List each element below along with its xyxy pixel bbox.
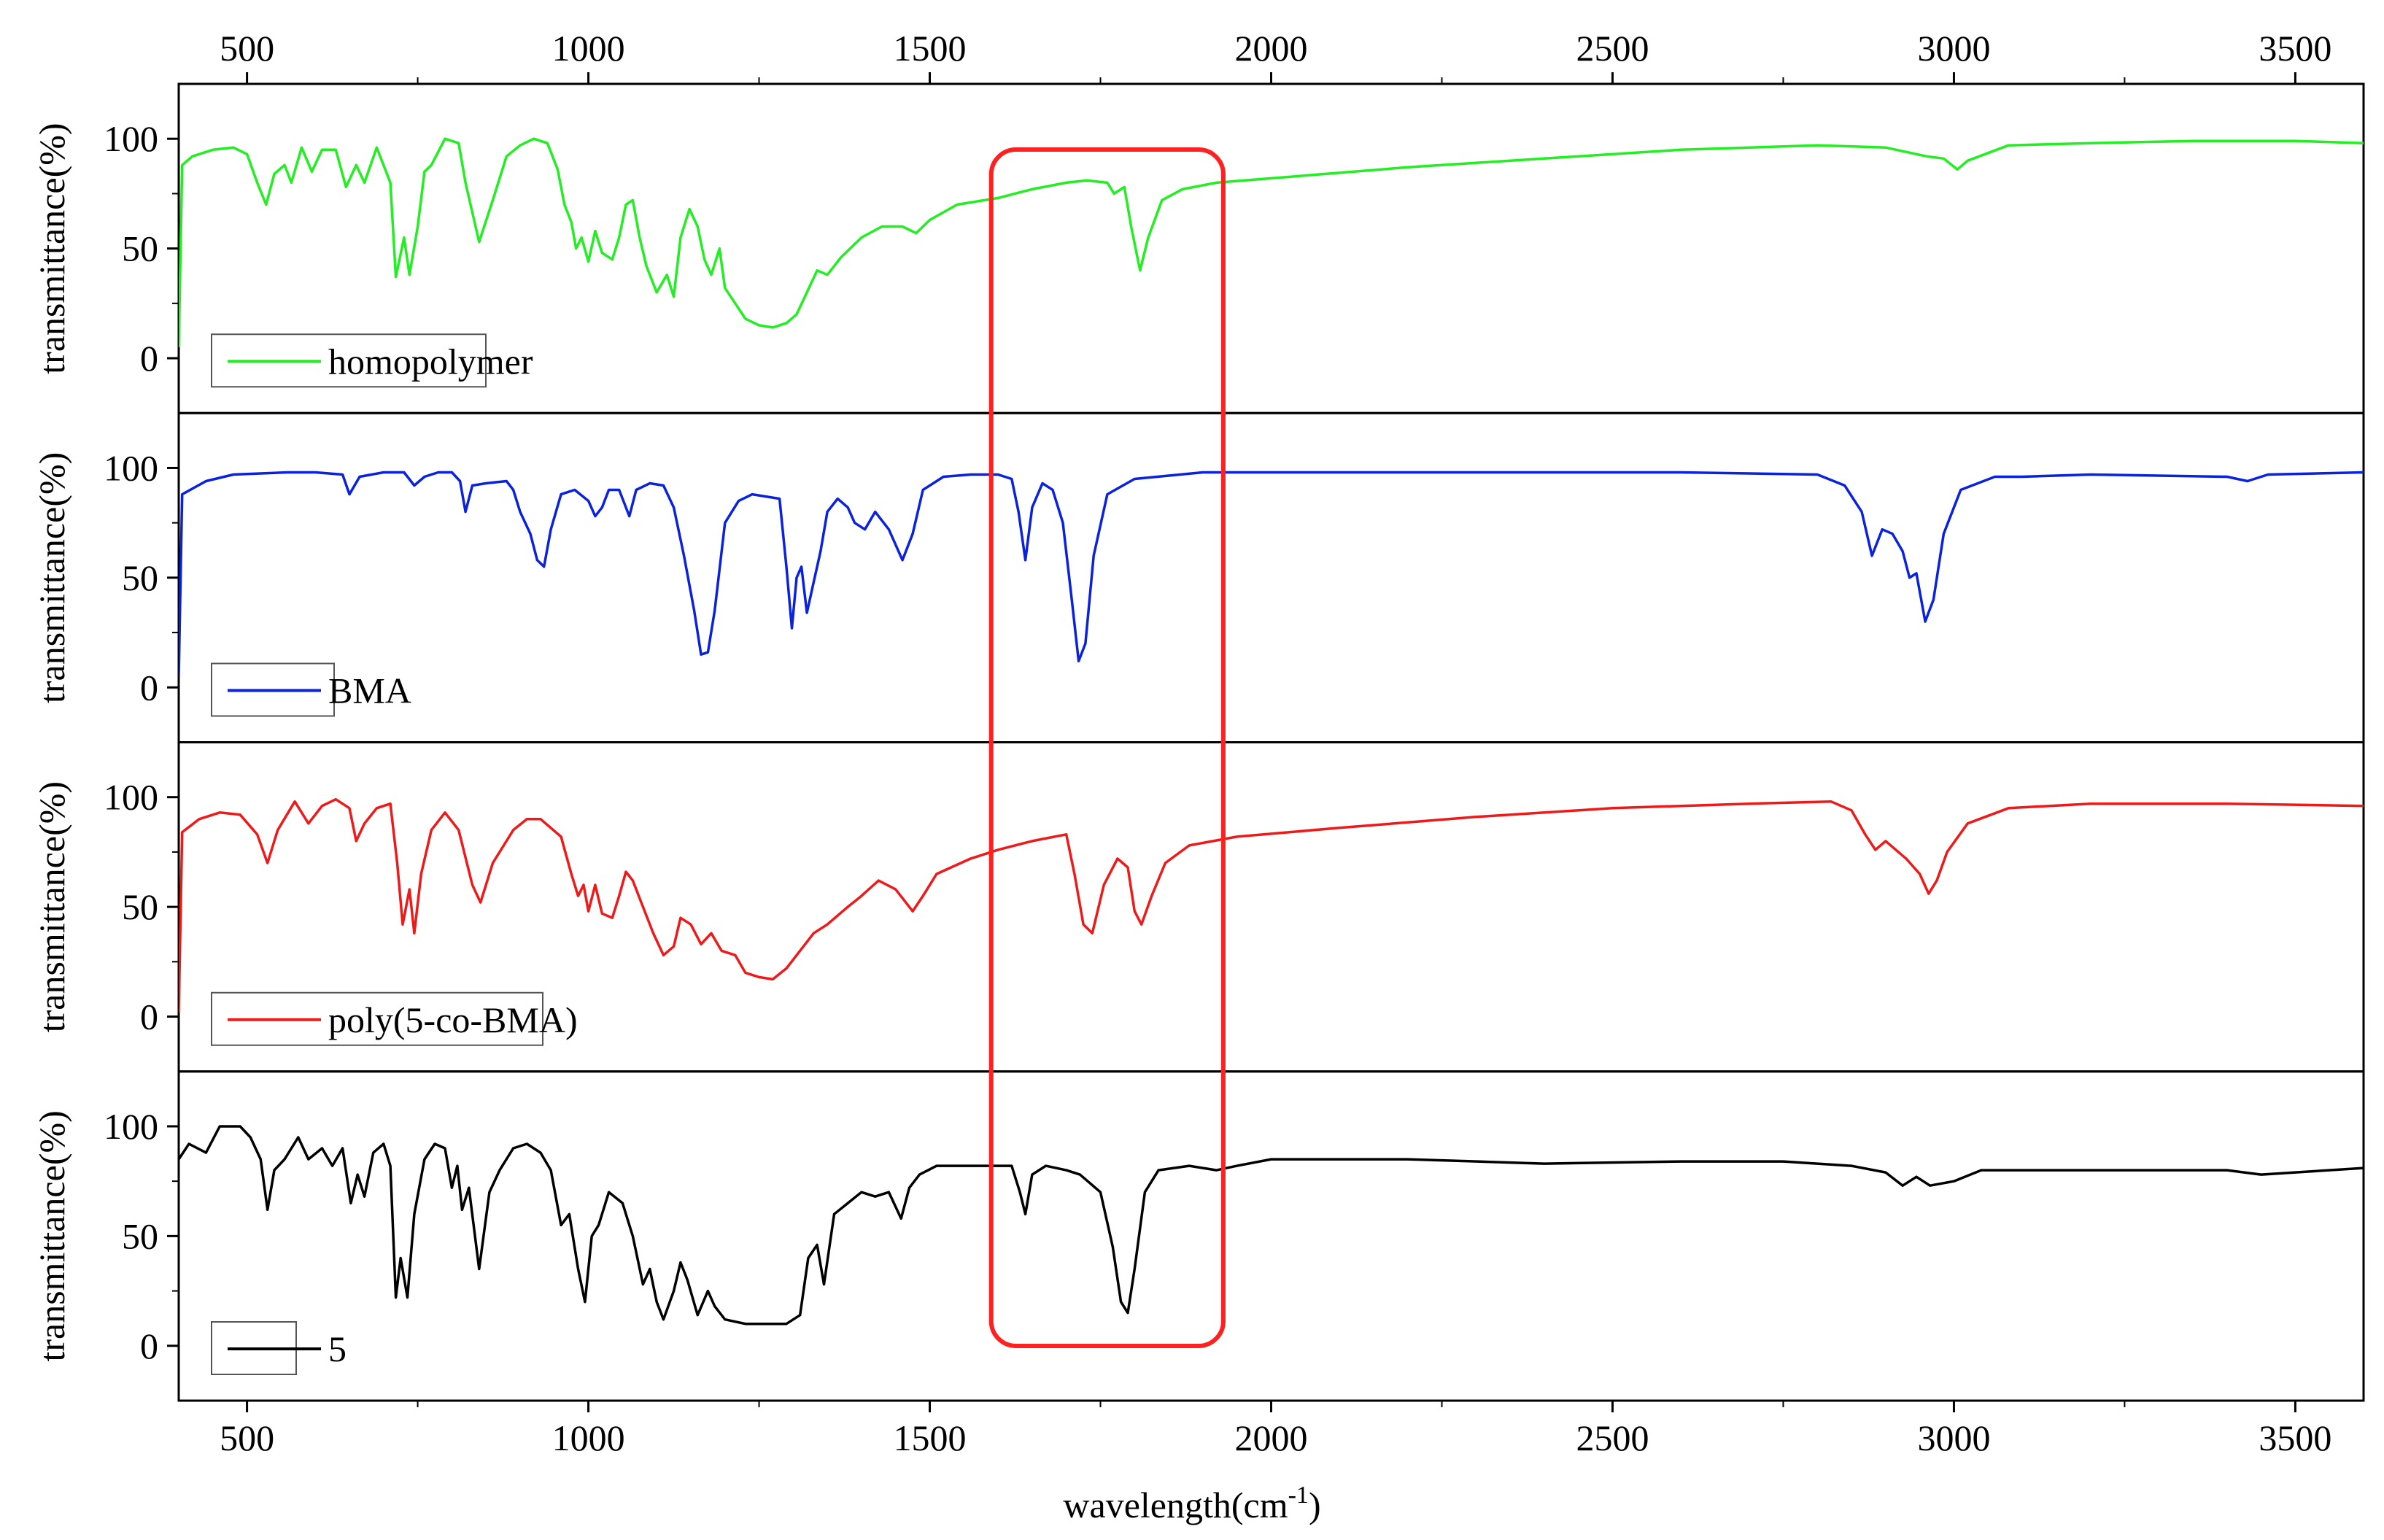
y-tick-label: 0 [140,1326,158,1366]
y-tick-label: 0 [140,338,158,379]
x-tick-label: 3000 [1917,28,1990,69]
legend-label: homopolymer [328,341,533,382]
y-axis-title: transmittance(%) [31,1110,72,1361]
y-tick-label: 50 [122,228,158,269]
legend-label: BMA [328,670,411,711]
x-tick-label: 2500 [1576,1417,1649,1458]
x-tick-label: 500 [220,28,274,69]
x-tick-label: 1500 [894,1417,967,1458]
y-tick-label: 50 [122,1215,158,1256]
series-line-homopolymer [179,137,2364,348]
y-tick-label: 0 [140,667,158,708]
y-axis-title: transmittance(%) [31,452,72,703]
panel-poly-5-co-bma: 0 50 100 transmittance(%) poly(5-co-BMA) [31,741,2365,1073]
x-tick-label: 2000 [1235,28,1308,69]
series-line-bma [179,471,2364,677]
y-tick-label: 100 [104,777,158,818]
y-tick-label: 50 [122,557,158,598]
x-tick-label: 2000 [1235,1417,1308,1458]
x-tick-label: 3000 [1917,1417,1990,1458]
x-tick-label: 3500 [2259,28,2331,69]
x-tick-label: 1000 [552,28,625,69]
y-tick-label: 0 [140,997,158,1037]
legend-label: 5 [328,1328,347,1369]
y-axis-title: transmittance(%) [31,781,72,1032]
panel-bma: 0 50 100 transmittance(%) BMA [31,411,2365,743]
series-line-poly-5-co-bma [179,797,2364,1013]
x-axis-title-superscript: -1 [1288,1482,1309,1509]
legend-label: poly(5-co-BMA) [328,999,578,1040]
x-axis-title: wavelength(cm-1) [1063,1482,1320,1525]
top-x-axis: 500 1000 1500 2000 2500 3000 3500 [220,28,2331,84]
y-axis-title: transmittance(%) [31,123,72,374]
x-tick-label: 3500 [2259,1417,2331,1458]
panel-5: 0 50 100 transmittance(%) 5 [31,1070,2365,1402]
series-line-5 [179,1125,2364,1326]
highlight-box [988,147,1226,1348]
x-tick-label: 500 [220,1417,274,1458]
x-tick-label: 1500 [894,28,967,69]
panel-frame [177,411,2365,743]
y-tick-label: 100 [104,447,158,488]
y-tick-label: 50 [122,886,158,927]
y-tick-label: 100 [104,1106,158,1147]
bottom-x-axis: 500 1000 1500 2000 2500 3000 3500 [220,1401,2331,1458]
x-tick-label: 2500 [1576,28,1649,69]
y-tick-label: 100 [104,118,158,159]
panel-homopolymer: 0 50 100 transmittance(%) homopolymer [31,82,2365,414]
panel-frame [177,1070,2365,1402]
x-tick-label: 1000 [552,1417,625,1458]
